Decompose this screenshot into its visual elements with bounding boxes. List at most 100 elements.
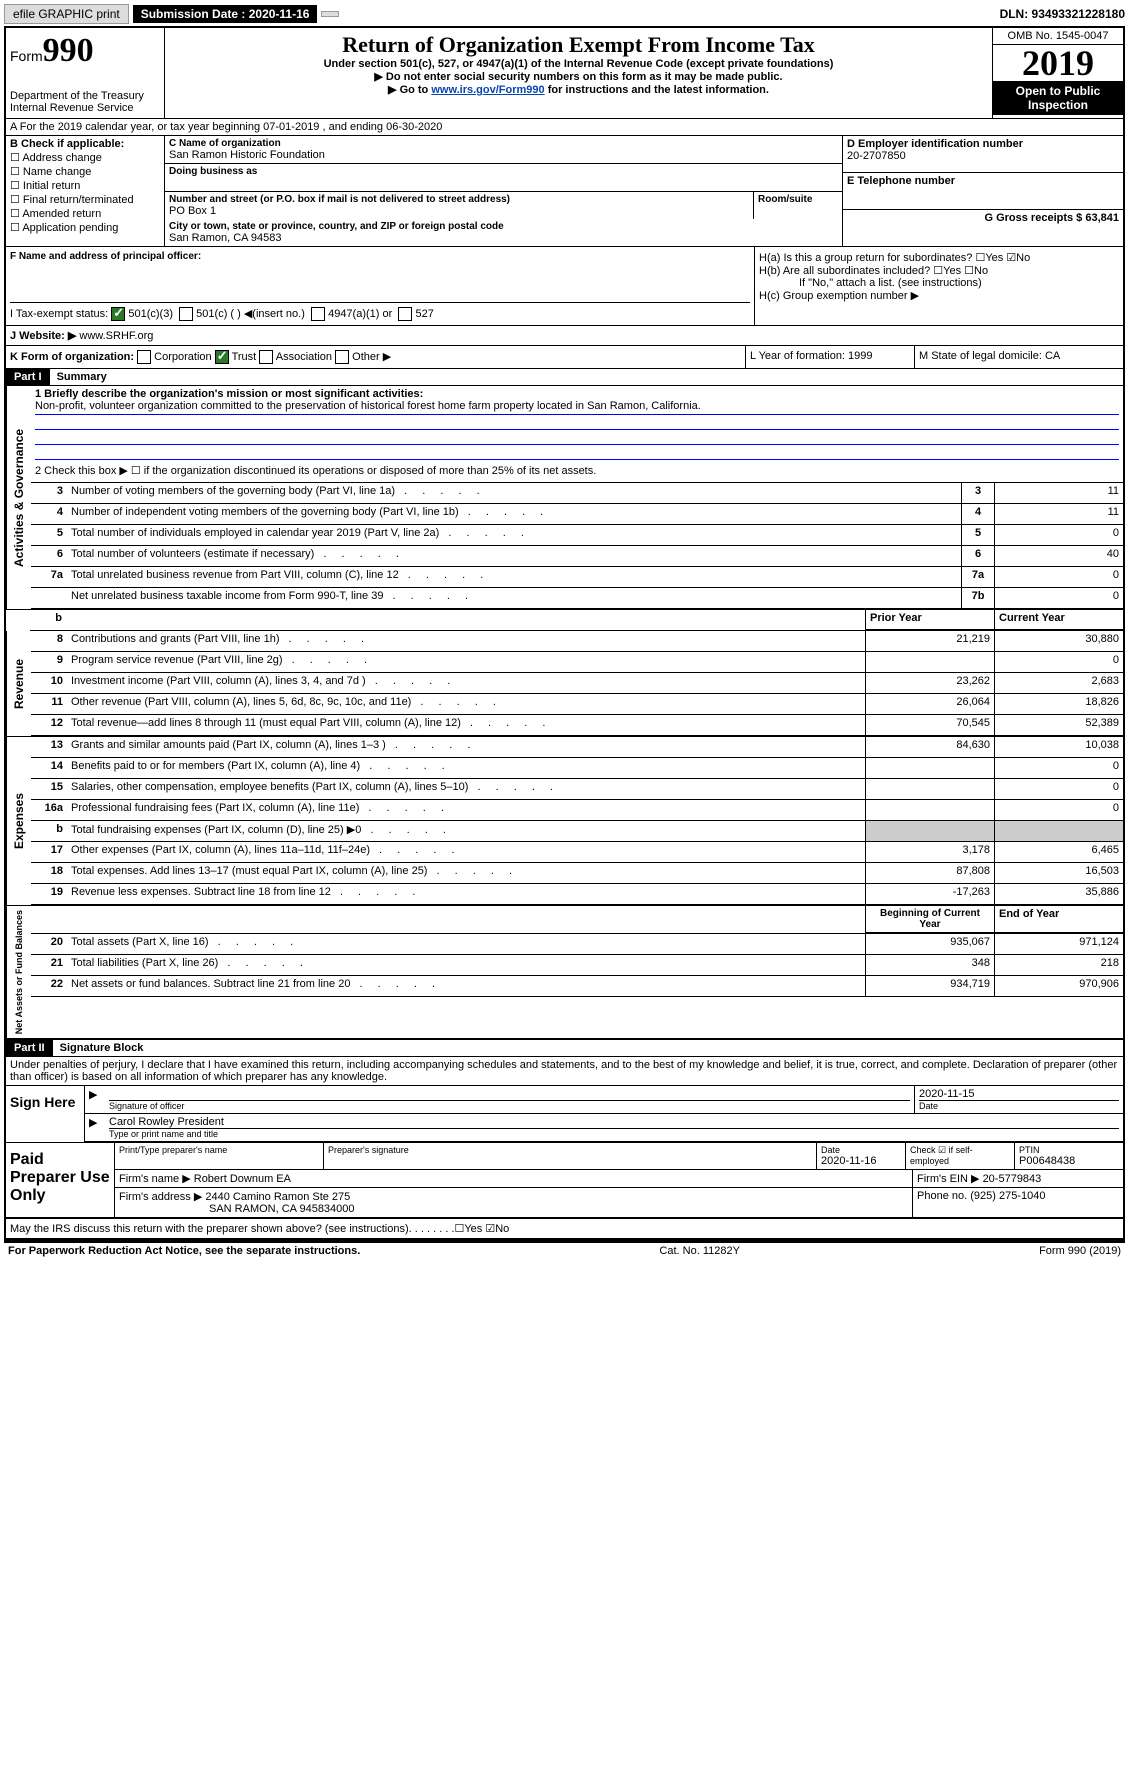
sig-officer-label: Signature of officer bbox=[109, 1100, 910, 1111]
subtitle-2: ▶ Do not enter social security numbers o… bbox=[171, 70, 986, 83]
line-b: b bbox=[30, 610, 66, 630]
footer-right: Form 990 (2019) bbox=[1039, 1245, 1121, 1257]
irs-link[interactable]: www.irs.gov/Form990 bbox=[431, 84, 544, 96]
side-expenses: Expenses bbox=[6, 737, 31, 905]
hb-yes-no[interactable]: ☐Yes ☐No bbox=[933, 265, 988, 277]
line-num: 6 bbox=[31, 546, 67, 566]
opt-4947: 4947(a)(1) or bbox=[328, 308, 392, 320]
chk-amended[interactable]: ☐ Amended return bbox=[10, 207, 160, 220]
tax-status-label: I Tax-exempt status: bbox=[10, 308, 108, 320]
suite-label: Room/suite bbox=[758, 194, 838, 205]
dept-treasury: Department of the Treasury Internal Reve… bbox=[10, 90, 160, 114]
side-activities: Activities & Governance bbox=[6, 386, 31, 609]
line-desc: Number of independent voting members of … bbox=[67, 504, 961, 524]
line-val: 11 bbox=[994, 483, 1123, 503]
prior-year-val: 70,545 bbox=[865, 715, 994, 735]
footer-center: Cat. No. 11282Y bbox=[360, 1245, 1039, 1257]
line-num: 22 bbox=[31, 976, 67, 996]
footer-left: For Paperwork Reduction Act Notice, see … bbox=[8, 1245, 360, 1257]
header-left: Form990 Department of the Treasury Inter… bbox=[6, 28, 165, 118]
current-year-val: 30,880 bbox=[994, 631, 1123, 651]
chk-name[interactable]: ☐ Name change bbox=[10, 165, 160, 178]
line-desc: Other expenses (Part IX, column (A), lin… bbox=[67, 842, 865, 862]
line-desc: Salaries, other compensation, employee b… bbox=[67, 779, 865, 799]
h-b: H(b) Are all subordinates included? bbox=[759, 265, 930, 277]
chk-501c[interactable] bbox=[179, 307, 193, 321]
chk-final[interactable]: ☐ Final return/terminated bbox=[10, 193, 160, 206]
chk-trust[interactable] bbox=[215, 350, 229, 364]
line-desc: Revenue less expenses. Subtract line 18 … bbox=[67, 884, 865, 904]
current-year-val: 218 bbox=[994, 955, 1123, 975]
part2-title: Signature Block bbox=[56, 1040, 148, 1056]
chk-address[interactable]: ☐ Address change bbox=[10, 151, 160, 164]
part1-header: Part I bbox=[6, 369, 50, 385]
line-num: 14 bbox=[31, 758, 67, 778]
firm-lbl: Firm's name ▶ bbox=[119, 1173, 191, 1185]
sign-here: Sign Here bbox=[6, 1086, 85, 1142]
city-value: San Ramon, CA 94583 bbox=[169, 232, 838, 244]
prior-year-val: 3,178 bbox=[865, 842, 994, 862]
side-netassets: Net Assets or Fund Balances bbox=[6, 906, 31, 1038]
h-c: H(c) Group exemption number ▶ bbox=[759, 289, 1119, 302]
line-ncol: 7b bbox=[961, 588, 994, 608]
chk-527[interactable] bbox=[398, 307, 412, 321]
subtitle-1: Under section 501(c), 527, or 4947(a)(1)… bbox=[171, 58, 986, 70]
firm-addr-lbl: Firm's address ▶ bbox=[119, 1191, 202, 1203]
line1-label: 1 Briefly describe the organization's mi… bbox=[35, 388, 1119, 400]
line-desc: Total expenses. Add lines 13–17 (must eq… bbox=[67, 863, 865, 883]
dba-label: Doing business as bbox=[169, 166, 838, 177]
current-year-val: 2,683 bbox=[994, 673, 1123, 693]
current-year-val: 18,826 bbox=[994, 694, 1123, 714]
chk-other[interactable] bbox=[335, 350, 349, 364]
row-a-period: A For the 2019 calendar year, or tax yea… bbox=[6, 119, 446, 135]
line-val: 0 bbox=[994, 525, 1123, 545]
firm-addr2: SAN RAMON, CA 945834000 bbox=[119, 1203, 355, 1215]
line-num: 5 bbox=[31, 525, 67, 545]
chk-501c3[interactable] bbox=[111, 307, 125, 321]
prior-year-val: 84,630 bbox=[865, 737, 994, 757]
paid-preparer: Paid Preparer Use Only bbox=[6, 1143, 115, 1217]
opt-trust: Trust bbox=[232, 351, 257, 363]
line-desc: Professional fundraising fees (Part IX, … bbox=[67, 800, 865, 820]
top-bar: efile GRAPHIC print Submission Date : 20… bbox=[4, 4, 1125, 24]
box-b: B Check if applicable: ☐ Address change … bbox=[6, 136, 165, 246]
chk-4947[interactable] bbox=[311, 307, 325, 321]
line-num: 17 bbox=[31, 842, 67, 862]
prior-year-val: 935,067 bbox=[865, 934, 994, 954]
firm-ein-lbl: Firm's EIN ▶ bbox=[917, 1173, 980, 1185]
ha-yes-no[interactable]: ☐Yes ☑No bbox=[975, 252, 1030, 264]
subtitle-3a: ▶ Go to bbox=[388, 84, 431, 96]
chk-initial[interactable]: ☐ Initial return bbox=[10, 179, 160, 192]
current-year-val: 16,503 bbox=[994, 863, 1123, 883]
current-year-val: 52,389 bbox=[994, 715, 1123, 735]
org-name: San Ramon Historic Foundation bbox=[169, 149, 838, 161]
mission-text: Non-profit, volunteer organization commi… bbox=[35, 400, 1119, 415]
line-num: 16a bbox=[31, 800, 67, 820]
firm-name: Robert Downum EA bbox=[194, 1173, 291, 1185]
chk-assoc[interactable] bbox=[259, 350, 273, 364]
website-value[interactable]: www.SRHF.org bbox=[79, 330, 153, 342]
current-year-val: 971,124 bbox=[994, 934, 1123, 954]
current-year-val: 10,038 bbox=[994, 737, 1123, 757]
chk-pending[interactable]: ☐ Application pending bbox=[10, 221, 160, 234]
side-revenue: Revenue bbox=[6, 631, 31, 736]
efile-button[interactable]: efile GRAPHIC print bbox=[4, 4, 129, 24]
discuss-yn[interactable]: ☐Yes ☑No bbox=[454, 1222, 509, 1235]
chk-corp[interactable] bbox=[137, 350, 151, 364]
ein-value: 20-2707850 bbox=[847, 150, 1119, 162]
prep-check[interactable]: Check ☑ if self-employed bbox=[906, 1143, 1015, 1169]
prior-year-val bbox=[865, 779, 994, 799]
line-desc: Total number of volunteers (estimate if … bbox=[67, 546, 961, 566]
line-num: 21 bbox=[31, 955, 67, 975]
line-num: 15 bbox=[31, 779, 67, 799]
sig-date: 2020-11-15 bbox=[919, 1088, 974, 1100]
line-desc: Total number of individuals employed in … bbox=[67, 525, 961, 545]
prior-year-val: 23,262 bbox=[865, 673, 994, 693]
prior-year-val bbox=[865, 821, 994, 841]
line-ncol: 3 bbox=[961, 483, 994, 503]
street-label: Number and street (or P.O. box if mail i… bbox=[169, 194, 749, 205]
line-desc: Benefits paid to or for members (Part IX… bbox=[67, 758, 865, 778]
blank-button bbox=[321, 11, 339, 17]
box-b-label: B Check if applicable: bbox=[10, 138, 160, 150]
current-year-val: 6,465 bbox=[994, 842, 1123, 862]
